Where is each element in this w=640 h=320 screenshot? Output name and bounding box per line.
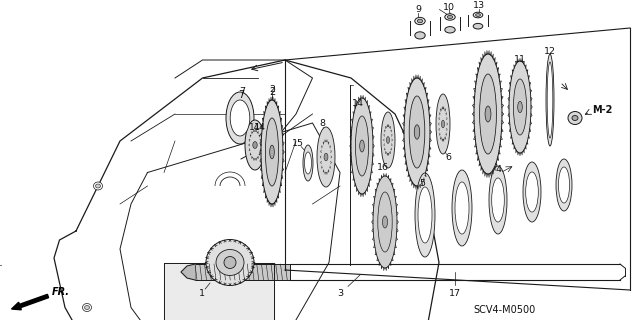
Polygon shape — [181, 264, 195, 280]
Text: 13: 13 — [473, 2, 485, 11]
Ellipse shape — [509, 61, 531, 153]
Text: 14: 14 — [250, 123, 260, 132]
Ellipse shape — [269, 145, 275, 159]
Ellipse shape — [206, 239, 254, 285]
Ellipse shape — [383, 216, 388, 228]
Ellipse shape — [442, 120, 445, 128]
Ellipse shape — [216, 250, 244, 276]
Ellipse shape — [409, 96, 425, 168]
Ellipse shape — [473, 23, 483, 29]
Ellipse shape — [492, 178, 504, 222]
Ellipse shape — [351, 98, 373, 194]
Text: 2: 2 — [269, 87, 275, 97]
Ellipse shape — [568, 111, 582, 124]
Ellipse shape — [378, 192, 392, 252]
Ellipse shape — [380, 236, 388, 244]
Ellipse shape — [360, 140, 364, 152]
Ellipse shape — [476, 13, 481, 16]
Text: 17: 17 — [449, 290, 461, 299]
Ellipse shape — [261, 100, 283, 204]
Ellipse shape — [224, 257, 236, 268]
Ellipse shape — [489, 166, 507, 234]
Text: M-2: M-2 — [592, 105, 612, 115]
Ellipse shape — [518, 101, 522, 113]
Text: 9: 9 — [415, 5, 421, 14]
Text: 7: 7 — [239, 87, 245, 97]
Ellipse shape — [479, 74, 497, 154]
Text: 8: 8 — [319, 119, 325, 129]
Text: 14: 14 — [352, 99, 364, 108]
Ellipse shape — [445, 14, 455, 20]
Ellipse shape — [83, 303, 92, 311]
Text: 6: 6 — [445, 154, 451, 163]
Ellipse shape — [355, 116, 369, 176]
Ellipse shape — [230, 100, 250, 136]
Ellipse shape — [245, 120, 265, 170]
Ellipse shape — [473, 12, 483, 18]
Text: 14: 14 — [254, 124, 266, 132]
Ellipse shape — [404, 78, 430, 186]
Ellipse shape — [513, 79, 527, 135]
Ellipse shape — [546, 54, 554, 146]
Ellipse shape — [415, 32, 425, 39]
Ellipse shape — [418, 187, 432, 243]
Ellipse shape — [547, 62, 553, 138]
Ellipse shape — [415, 173, 435, 257]
Text: FR.: FR. — [52, 287, 70, 297]
Ellipse shape — [417, 19, 422, 23]
Ellipse shape — [317, 127, 335, 187]
Text: SCV4-M0500: SCV4-M0500 — [474, 305, 536, 315]
Ellipse shape — [84, 306, 90, 309]
Ellipse shape — [445, 27, 455, 33]
Text: 2: 2 — [269, 85, 275, 94]
Ellipse shape — [572, 116, 578, 121]
Text: 1: 1 — [199, 289, 205, 298]
Ellipse shape — [303, 145, 313, 181]
Ellipse shape — [373, 176, 397, 268]
Ellipse shape — [226, 92, 254, 144]
Ellipse shape — [523, 162, 541, 222]
Ellipse shape — [485, 106, 491, 122]
Ellipse shape — [436, 94, 450, 154]
Text: 10: 10 — [443, 3, 455, 12]
Polygon shape — [164, 262, 274, 320]
Ellipse shape — [558, 167, 570, 203]
Ellipse shape — [556, 159, 572, 211]
Ellipse shape — [525, 172, 538, 212]
Ellipse shape — [381, 238, 387, 242]
Text: 11: 11 — [514, 55, 526, 65]
Text: 15: 15 — [292, 139, 304, 148]
Ellipse shape — [95, 184, 100, 188]
Ellipse shape — [474, 54, 502, 174]
Ellipse shape — [414, 125, 420, 139]
FancyArrow shape — [12, 294, 49, 310]
Ellipse shape — [253, 141, 257, 148]
Ellipse shape — [452, 170, 472, 246]
Ellipse shape — [455, 182, 469, 234]
Text: 5: 5 — [419, 179, 425, 188]
Ellipse shape — [415, 17, 425, 25]
Ellipse shape — [387, 137, 390, 143]
Text: 12: 12 — [544, 47, 556, 57]
Ellipse shape — [324, 153, 328, 161]
Text: 3: 3 — [337, 290, 343, 299]
Ellipse shape — [305, 152, 312, 174]
Text: 4: 4 — [495, 165, 501, 174]
Ellipse shape — [381, 112, 395, 168]
Ellipse shape — [93, 182, 102, 190]
Ellipse shape — [266, 118, 278, 186]
Text: 16: 16 — [377, 163, 389, 172]
FancyBboxPatch shape — [195, 264, 290, 280]
Text: 7: 7 — [238, 90, 244, 100]
Ellipse shape — [447, 15, 452, 19]
